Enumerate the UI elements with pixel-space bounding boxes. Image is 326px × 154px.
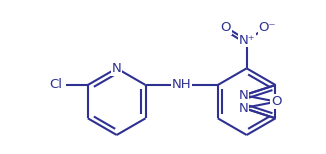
Text: O: O xyxy=(221,21,231,34)
Text: N: N xyxy=(112,62,122,75)
Text: N: N xyxy=(239,101,249,115)
Text: NH: NH xyxy=(172,78,191,91)
Text: N⁺: N⁺ xyxy=(238,34,255,47)
Text: N: N xyxy=(239,89,249,102)
Text: Cl: Cl xyxy=(50,79,63,91)
Text: O: O xyxy=(271,95,282,108)
Text: O⁻: O⁻ xyxy=(259,21,276,34)
